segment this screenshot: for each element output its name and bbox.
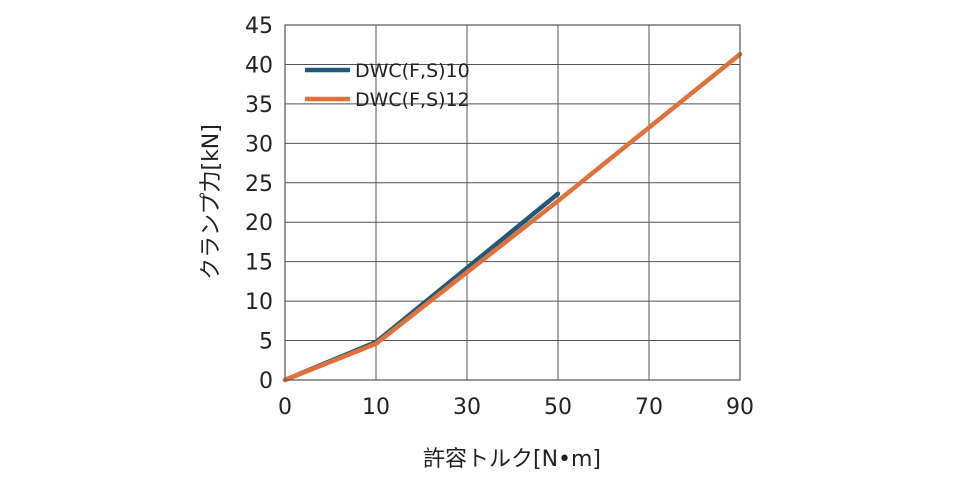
series-lines xyxy=(282,51,743,383)
y-tick-label: 40 xyxy=(245,53,273,78)
y-tick-label: 30 xyxy=(245,132,273,157)
x-tick-label: 30 xyxy=(453,395,481,420)
legend: DWC(F,S)10 DWC(F,S)12 xyxy=(305,60,470,111)
x-tick-label: 70 xyxy=(635,395,663,420)
y-axis-title: クランプ力[kN] xyxy=(199,124,224,280)
y-tick-label: 5 xyxy=(259,330,273,355)
y-tick-labels: 0 5 10 15 20 25 30 35 40 45 xyxy=(245,14,273,394)
y-tick-label: 15 xyxy=(245,251,273,276)
x-tick-label: 10 xyxy=(362,395,390,420)
y-tick-label: 20 xyxy=(245,211,273,236)
x-tick-labels: 0 10 30 50 70 90 xyxy=(278,395,754,420)
series-line-1 xyxy=(282,51,743,383)
x-tick-label: 50 xyxy=(544,395,572,420)
y-tick-label: 0 xyxy=(259,369,273,394)
legend-label-dwc12: DWC(F,S)12 xyxy=(355,89,470,111)
legend-label-dwc10: DWC(F,S)10 xyxy=(355,60,470,82)
x-axis-title: 許容トルク[N•m] xyxy=(423,447,601,472)
y-tick-label: 45 xyxy=(245,14,273,39)
y-tick-label: 35 xyxy=(245,93,273,118)
x-tick-label: 90 xyxy=(726,395,754,420)
grid xyxy=(285,25,740,380)
y-tick-label: 10 xyxy=(245,290,273,315)
plot-frame xyxy=(284,24,741,381)
x-tick-label: 0 xyxy=(278,395,292,420)
y-tick-label: 25 xyxy=(245,172,273,197)
